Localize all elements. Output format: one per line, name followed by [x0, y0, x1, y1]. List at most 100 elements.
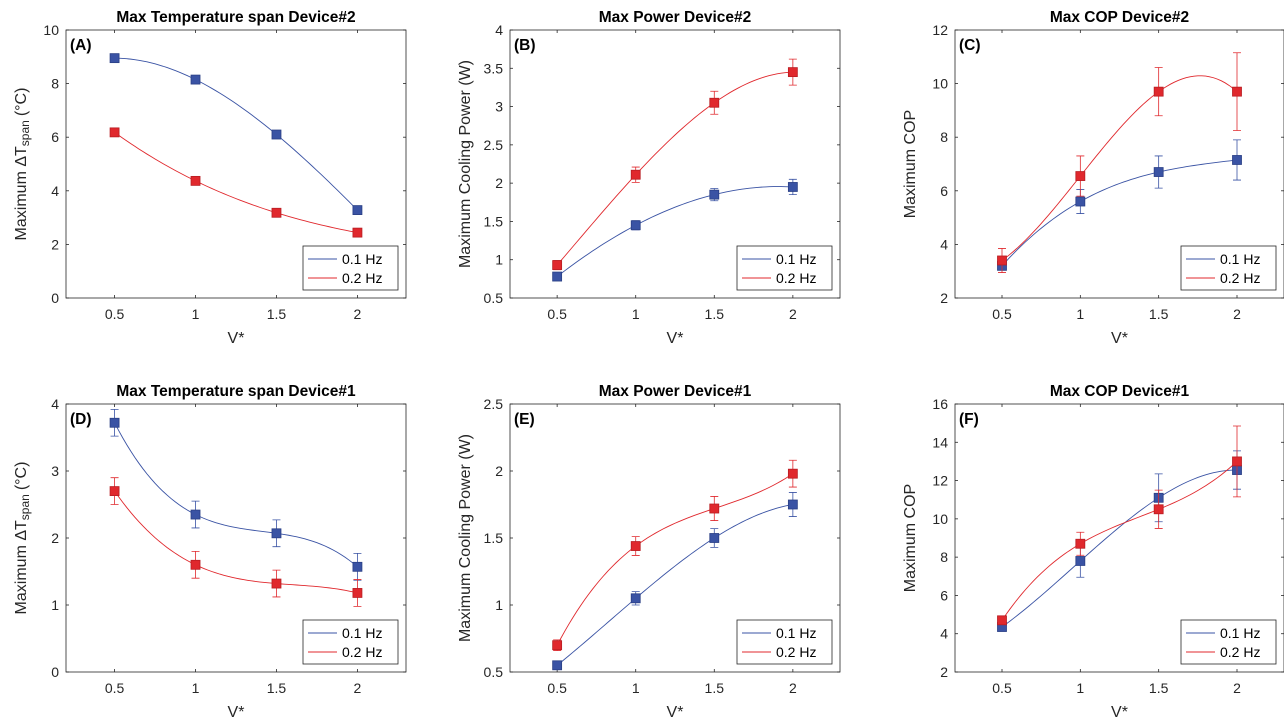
x-axis-label: V*	[228, 704, 245, 721]
legend-box	[736, 619, 833, 665]
data-point	[787, 468, 798, 479]
chart-title: Max COP Device#1	[1050, 383, 1190, 400]
x-tick-label: 2	[789, 680, 797, 696]
legend-box	[302, 245, 399, 291]
x-tick-label: 2	[789, 306, 797, 322]
data-point	[997, 615, 1007, 626]
chart-title: Max Power Device#1	[599, 383, 752, 400]
legend: 0.1 Hz 0.2 Hz	[736, 619, 833, 665]
axes-box	[65, 29, 407, 299]
chart-title: Max Temperature span Device#1	[116, 383, 356, 400]
y-tick-label: 0.5	[484, 664, 504, 680]
y-tick-label: 1	[495, 597, 503, 613]
data-point	[352, 561, 363, 572]
panel-label: (A)	[70, 37, 92, 54]
legend-box	[302, 619, 399, 665]
y-tick-label: 6	[51, 129, 59, 145]
panel-label: (C)	[959, 37, 981, 54]
data-point	[630, 593, 641, 604]
y-tick-label: 2	[495, 175, 503, 191]
y-tick-label: 2.5	[484, 396, 504, 412]
x-tick-label: 1.5	[1149, 306, 1169, 322]
series-2	[997, 52, 1242, 273]
legend-box	[1180, 245, 1277, 291]
x-tick-label: 1	[632, 306, 640, 322]
series-line	[114, 132, 358, 234]
y-tick-label: 2	[495, 463, 503, 479]
y-tick-label: 0	[51, 290, 59, 306]
series-line	[556, 473, 794, 646]
y-axis-label: Maximum ΔTspan(°C)	[13, 88, 32, 241]
series-line	[556, 504, 793, 666]
legend: 0.1 Hz 0.2 Hz	[736, 245, 833, 291]
y-tick-label: 1	[495, 252, 503, 268]
chart-panel-3: 0.5 1 1.5 2 2 4 6 8 10 12 Max COP Device#2 (C) V* Max…	[902, 9, 1284, 347]
y-tick-label: 14	[932, 434, 948, 450]
data-point	[190, 509, 201, 520]
x-tick-label: 1.5	[267, 306, 287, 322]
y-tick-label: 1	[51, 597, 59, 613]
series-line	[556, 186, 793, 277]
x-axis-label: V*	[667, 704, 684, 721]
x-tick-label: 1	[192, 306, 200, 322]
data-point	[1153, 504, 1164, 515]
series-1	[552, 492, 798, 671]
data-point	[1232, 456, 1242, 467]
y-tick-label: 2	[51, 236, 59, 252]
x-tick-label: 1	[192, 680, 200, 696]
x-axis-label: V*	[667, 330, 684, 347]
x-tick-label: 2	[354, 680, 362, 696]
data-point	[271, 129, 282, 140]
data-point	[709, 97, 720, 108]
chart-panel-5: 0.5 1 1.5 2 0.5 1 1.5 2 2.5 Max Power Device#1 (E)…	[457, 383, 841, 721]
data-point	[709, 533, 720, 543]
data-point	[1153, 86, 1164, 97]
y-tick-label: 4	[51, 183, 59, 199]
data-point	[352, 205, 363, 215]
legend: 0.1 Hz 0.2 Hz	[1180, 245, 1277, 291]
y-axis-label: Maximum ΔTspan(°C)	[13, 462, 32, 615]
series-1	[997, 450, 1242, 632]
chart-title: Max COP Device#2	[1050, 9, 1189, 26]
y-axis-label: Maximum COP	[902, 110, 919, 218]
y-tick-label: 4	[940, 626, 948, 642]
chart-panel-2: 0.5 1 1.5 2 0.5 1 1.5 2 2.5 3 3.5 4 Max Power Device…	[457, 9, 841, 347]
axes-box	[509, 29, 841, 299]
x-tick-label: 1.5	[705, 680, 725, 696]
y-tick-label: 8	[940, 129, 948, 145]
x-tick-label: 2	[1233, 306, 1241, 322]
y-tick-label: 10	[43, 22, 59, 38]
y-tick-label: 2	[940, 290, 948, 306]
data-point	[1153, 167, 1164, 177]
legend-label: 0.2 Hz	[1220, 270, 1260, 286]
y-tick-label: 6	[940, 587, 948, 603]
data-point	[271, 207, 282, 218]
axes-box	[954, 403, 1284, 673]
data-point	[709, 189, 720, 200]
data-point	[552, 640, 563, 651]
x-tick-label: 1	[1076, 306, 1084, 322]
series-line	[1001, 469, 1238, 628]
x-tick-label: 1	[1076, 680, 1084, 696]
x-tick-label: 0.5	[547, 680, 567, 696]
data-point	[271, 528, 282, 539]
chart-panel-1: 0.5 1 1.5 2 0 2 4 6 8 10 Max Temperature span Devi…	[13, 9, 407, 347]
y-tick-label: 2	[51, 530, 59, 546]
legend: 0.1 Hz 0.2 Hz	[302, 619, 399, 665]
data-point	[190, 175, 201, 186]
legend-box	[1180, 619, 1277, 665]
legend-label: 0.1 Hz	[342, 251, 382, 267]
data-point	[997, 255, 1007, 266]
y-tick-label: 3.5	[484, 60, 504, 76]
series-2	[997, 425, 1242, 626]
legend-label: 0.1 Hz	[342, 625, 382, 641]
chart-panel-6: 0.5 1 1.5 2 2 4 6 8 10 12 14 16 Max COP Device#1 (F) V…	[902, 383, 1284, 721]
data-point	[352, 588, 363, 598]
series-1	[109, 408, 363, 581]
series-line	[114, 422, 358, 568]
y-tick-label: 4	[51, 396, 59, 412]
x-axis-label: V*	[1111, 330, 1128, 347]
data-point	[787, 67, 798, 78]
x-tick-label: 1.5	[267, 680, 287, 696]
series-line	[114, 57, 358, 211]
